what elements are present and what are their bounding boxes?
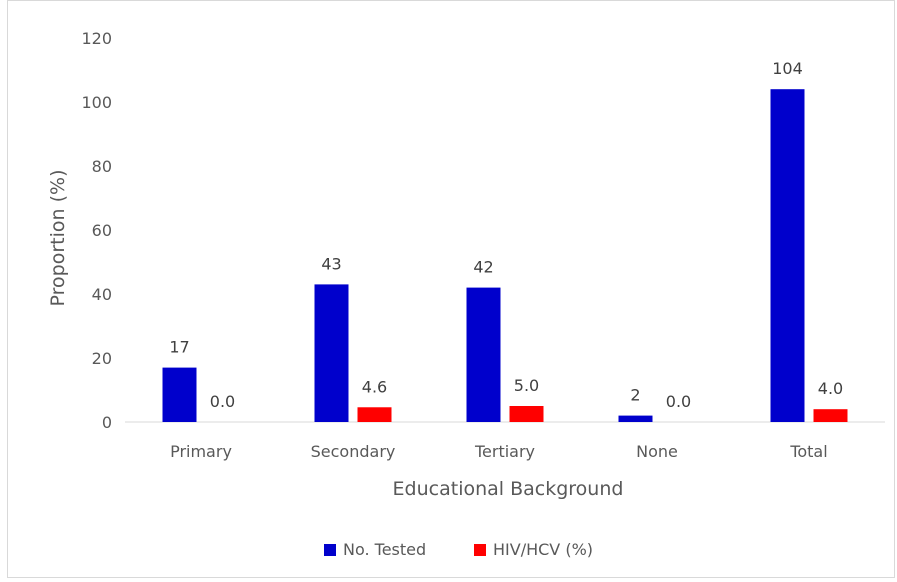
x-tick-label: Secondary [311, 442, 396, 461]
y-tick-label: 20 [92, 349, 112, 368]
data-label: 4.0 [818, 379, 843, 398]
chart-frame [7, 0, 895, 578]
y-tick-label: 60 [92, 221, 112, 240]
data-label: 5.0 [514, 376, 539, 395]
bar-hiv-hcv-total [813, 409, 848, 422]
data-labels: 17 0.0 43 4.6 42 5.0 2 0.0 104 4.0 [169, 59, 843, 411]
bar-no-tested-secondary [314, 284, 349, 422]
y-axis-title: Proportion (%) [47, 170, 69, 307]
data-label: 43 [321, 254, 341, 273]
data-label: 104 [772, 59, 803, 78]
bar-no-tested-total [770, 89, 805, 422]
x-tick-label: None [636, 442, 678, 461]
data-label: 2 [630, 386, 640, 405]
bar-no-tested-none [618, 415, 653, 422]
bar-hiv-hcv-tertiary [509, 406, 544, 422]
x-axis-ticks: Primary Secondary Tertiary None Total [170, 442, 828, 461]
legend-swatch [324, 544, 336, 556]
data-label: 4.6 [362, 377, 387, 396]
x-axis-title: Educational Background [393, 478, 624, 500]
data-label: 42 [473, 258, 493, 277]
legend-swatch [474, 544, 486, 556]
legend-label: No. Tested [343, 540, 426, 559]
x-tick-label: Total [789, 442, 827, 461]
x-tick-label: Tertiary [474, 442, 535, 461]
data-label: 0.0 [666, 392, 691, 411]
bar-hiv-hcv-secondary [357, 407, 392, 422]
bar-no-tested-tertiary [466, 287, 501, 422]
y-tick-label: 0 [102, 413, 112, 432]
y-tick-label: 40 [92, 285, 112, 304]
legend: No. Tested HIV/HCV (%) [324, 540, 593, 559]
data-label: 17 [169, 338, 189, 357]
bars [162, 89, 848, 422]
data-label: 0.0 [210, 392, 235, 411]
y-tick-label: 80 [92, 157, 112, 176]
legend-label: HIV/HCV (%) [493, 540, 593, 559]
y-axis-ticks: 0 20 40 60 80 100 120 [81, 29, 112, 432]
bar-no-tested-primary [162, 367, 197, 422]
y-tick-label: 100 [81, 93, 112, 112]
y-tick-label: 120 [81, 29, 112, 48]
x-tick-label: Primary [170, 442, 232, 461]
